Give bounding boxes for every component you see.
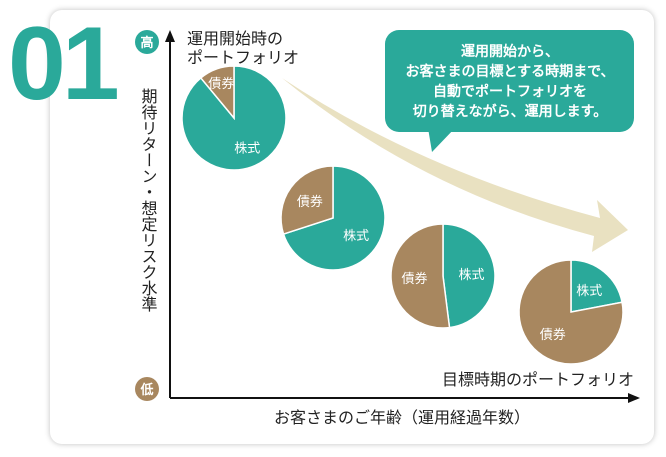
end-label: 目標時期のポートフォリオ: [442, 370, 634, 389]
callout-bubble: 運用開始から、 お客さまの目標とする時期まで、 自動でポートフォリオを 切り替え…: [385, 30, 634, 152]
x-axis-label: お客さまのご年齢（運用経過年数）: [274, 408, 530, 427]
step-number: 01: [8, 6, 120, 122]
start-label-line1: 運用開始時の: [187, 29, 283, 48]
bond-label: 債券: [297, 194, 323, 210]
portfolio-pie-3: 株式 債券: [390, 223, 496, 329]
bond-slice: [199, 65, 235, 121]
low-badge: [135, 377, 159, 401]
bond-label: 債券: [208, 76, 234, 92]
stock-slice: [570, 259, 623, 313]
low-label: 低: [139, 382, 153, 398]
callout-line1: 運用開始から、: [461, 43, 559, 60]
y-axis-arrowhead: [165, 30, 175, 42]
bond-label: 債券: [540, 327, 566, 343]
stock-slice: [282, 165, 386, 271]
start-label-line2: ポートフォリオ: [187, 48, 299, 67]
high-label: 高: [140, 35, 153, 51]
high-badge: [135, 30, 159, 54]
bond-slice: [280, 165, 334, 236]
stock-label: 株式: [343, 229, 369, 244]
portfolio-pie-1: 株式 債券: [181, 65, 287, 171]
stock-label: 株式: [459, 268, 485, 283]
transition-arrow: [282, 78, 628, 252]
stock-slice: [442, 223, 496, 329]
callout-line3: 自動でポートフォリオを: [433, 83, 587, 100]
bond-slice: [390, 223, 451, 329]
portfolio-pie-2: 株式 債券: [280, 165, 386, 271]
stock-label: 株式: [576, 284, 602, 299]
x-axis-arrowhead: [628, 393, 640, 403]
bond-label: 債券: [401, 271, 427, 287]
callout-line4: 切り替えながら、運用します。: [413, 103, 608, 120]
callout-line2: お客さまの目標とする時期まで、: [405, 63, 614, 80]
stock-label: 株式: [234, 142, 260, 157]
bond-slice: [518, 259, 624, 365]
y-axis-label: 期待リターン・想定リスク水準: [139, 88, 158, 312]
